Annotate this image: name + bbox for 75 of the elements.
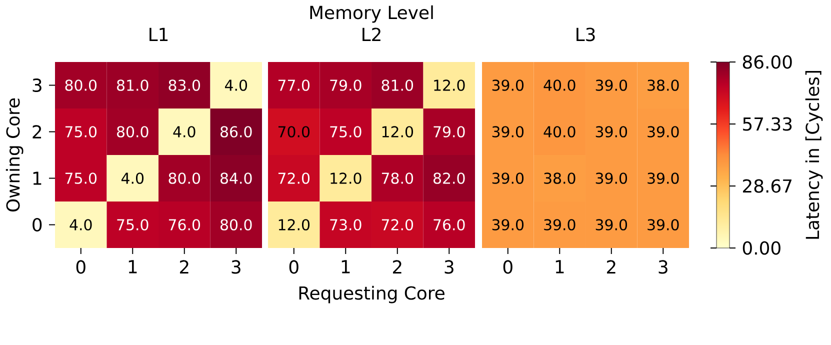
data-label: 38.0	[648, 80, 679, 91]
data-label: 39.0	[544, 219, 576, 230]
data-label: 75.0	[117, 219, 148, 230]
data-label: 80.0	[117, 126, 148, 138]
data-label: 76.0	[168, 219, 200, 230]
x-tick-label: 1	[556, 260, 564, 274]
chart-subtitle: L3	[576, 28, 595, 42]
data-label: 39.0	[492, 80, 524, 91]
chart-subtitle: L2	[362, 28, 380, 41]
data-label: 40.0	[544, 126, 576, 138]
data-label: 39.0	[596, 80, 628, 91]
data-label: 75.0	[65, 126, 97, 138]
data-label: 80.0	[220, 219, 252, 230]
data-label: 82.0	[434, 172, 465, 184]
data-label: 72.0	[278, 172, 310, 184]
data-label: 80.0	[168, 172, 200, 184]
data-label: 39.0	[596, 126, 628, 138]
data-label: 72.0	[382, 219, 414, 230]
data-label: 73.0	[330, 219, 362, 230]
data-label: 39.0	[648, 172, 679, 184]
data-label: 39.0	[596, 172, 628, 184]
data-label: 39.0	[648, 126, 679, 138]
data-label: 39.0	[596, 219, 628, 230]
data-label: 81.0	[117, 80, 148, 91]
color-bar-label: 86.00	[742, 55, 792, 69]
data-label: 77.0	[278, 80, 310, 91]
x-tick-label: 2	[392, 260, 402, 274]
data-label: 4.0	[224, 80, 248, 91]
y-tick-label: 2	[32, 125, 42, 138]
data-label: 38.0	[544, 172, 576, 184]
data-label: 12.0	[330, 172, 362, 184]
chart-title: Memory Level	[310, 5, 433, 23]
data-label: 39.0	[492, 219, 524, 230]
data-label: 79.0	[330, 80, 362, 91]
data-label: 75.0	[65, 172, 97, 184]
data-label: 86.0	[220, 126, 252, 138]
data-label: 12.0	[382, 126, 414, 138]
data-label: 84.0	[220, 172, 252, 184]
x-tick-label: 1	[342, 260, 350, 274]
x-tick-label: 0	[289, 260, 298, 274]
color-bar-label: 28.67	[743, 179, 792, 193]
y-tick-label: 0	[32, 218, 42, 232]
data-label: 76.0	[434, 219, 465, 230]
data-label: 79.0	[434, 126, 465, 138]
x-tick-label: 0	[76, 260, 86, 274]
data-label: 40.0	[544, 80, 576, 91]
data-label: 75.0	[330, 126, 362, 138]
color-bar-title: Latency in [Cycles]	[805, 71, 823, 239]
x-axis-title: Requesting Core	[299, 286, 444, 304]
data-label: 78.0	[382, 172, 414, 184]
x-tick-label: 2	[606, 260, 616, 274]
data-label: 39.0	[648, 219, 679, 230]
data-label: 70.0	[278, 126, 310, 138]
y-tick-label: 3	[32, 78, 42, 92]
x-tick-label: 1	[128, 260, 137, 274]
x-tick-label: 3	[444, 260, 454, 274]
chart-subtitle: L1	[150, 28, 168, 41]
y-axis-title: Owning Core	[6, 98, 24, 212]
color-bar-label: 0.00	[742, 241, 780, 255]
data-label: 39.0	[492, 172, 524, 184]
data-label: 81.0	[382, 80, 414, 91]
data-label: 83.0	[168, 80, 200, 91]
data-label: 39.0	[492, 126, 524, 138]
data-label: 12.0	[434, 80, 465, 91]
data-label: 4.0	[121, 172, 144, 184]
y-tick-label: 1	[33, 172, 42, 185]
color-bar-label: 57.33	[743, 117, 792, 131]
data-label: 4.0	[70, 219, 92, 230]
x-tick-label: 3	[232, 260, 240, 274]
data-label: 12.0	[278, 219, 310, 230]
data-label: 80.0	[65, 80, 97, 91]
x-tick-label: 3	[658, 260, 668, 274]
x-tick-label: 0	[503, 260, 512, 274]
x-tick-label: 2	[180, 260, 188, 274]
data-label: 4.0	[173, 126, 196, 138]
